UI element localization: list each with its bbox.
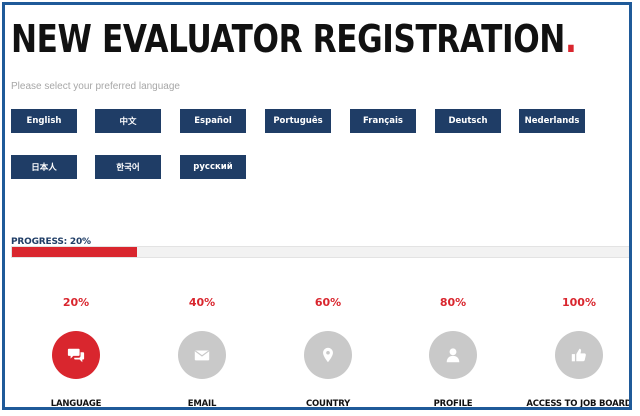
step-percent: 80%	[439, 296, 467, 309]
progress-bar-fill	[12, 247, 137, 257]
step-label: LANGUAGE	[50, 399, 102, 409]
language-button-french[interactable]: Français	[350, 109, 416, 133]
step-access-job-board: 100% ACCESS TO JOB BOARD	[524, 295, 632, 409]
envelope-icon	[194, 350, 210, 361]
step-circle-profile[interactable]	[429, 331, 477, 379]
language-prompt: Please select your preferred language	[11, 81, 180, 92]
language-button-spanish[interactable]: Español	[180, 109, 246, 133]
user-icon	[446, 348, 460, 363]
progress-label: PROGRESS: 20%	[11, 237, 91, 247]
step-label: PROFILE	[433, 399, 473, 409]
step-profile: 80% PROFILE	[398, 295, 508, 409]
step-label: COUNTRY	[305, 399, 351, 409]
step-percent: 40%	[188, 296, 216, 309]
chat-bubbles-icon	[67, 348, 85, 363]
page-title-text: NEW EVALUATOR REGISTRATION	[11, 17, 565, 61]
language-button-chinese[interactable]: 中文	[95, 109, 161, 133]
step-percent: 60%	[314, 296, 342, 309]
step-country: 60% COUNTRY	[273, 295, 383, 409]
step-label: EMAIL	[187, 399, 217, 409]
language-button-japanese[interactable]: 日本人	[11, 155, 77, 179]
thumbs-up-icon	[571, 348, 586, 362]
language-button-dutch[interactable]: Nederlands	[519, 109, 585, 133]
step-language: 20% LANGUAGE	[21, 295, 131, 409]
step-email: 40% EMAIL	[147, 295, 257, 409]
language-button-korean[interactable]: 한국어	[95, 155, 161, 179]
page-title: NEW EVALUATOR REGISTRATION.	[11, 15, 577, 63]
registration-panel: NEW EVALUATOR REGISTRATION. Please selec…	[2, 2, 632, 410]
map-pin-icon	[323, 347, 333, 363]
step-circle-email[interactable]	[178, 331, 226, 379]
step-label: ACCESS TO JOB BOARD	[526, 399, 632, 409]
step-percent: 100%	[562, 296, 596, 309]
title-accent-dot: .	[564, 17, 577, 61]
language-button-portuguese[interactable]: Português	[265, 109, 331, 133]
language-button-german[interactable]: Deutsch	[435, 109, 501, 133]
language-button-english[interactable]: English	[11, 109, 77, 133]
step-circle-access-job-board[interactable]	[555, 331, 603, 379]
step-circle-country[interactable]	[304, 331, 352, 379]
step-percent: 20%	[62, 296, 90, 309]
language-button-russian[interactable]: русский	[180, 155, 246, 179]
step-circle-language[interactable]	[52, 331, 100, 379]
progress-bar	[11, 246, 629, 258]
